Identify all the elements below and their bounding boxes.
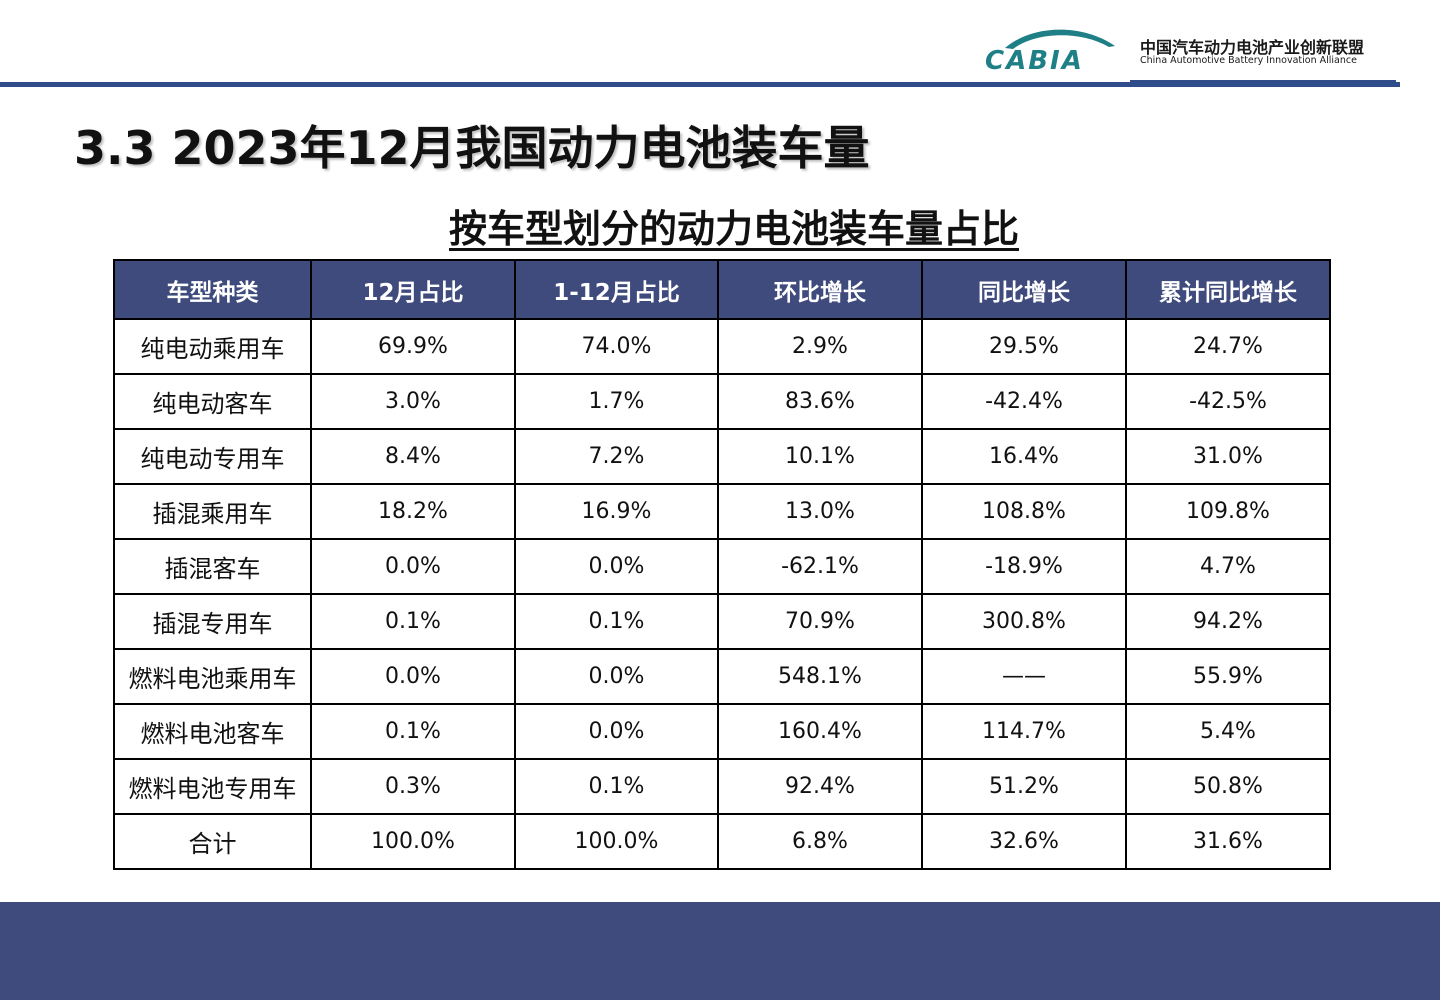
mom-growth-cell: 160.4% <box>717 703 923 760</box>
cumulative-yoy-cell: 4.7% <box>1125 538 1331 595</box>
table-row: 燃料电池乘用车 0.0% 0.0% 548.1% —— 55.9% <box>113 648 1331 705</box>
page-title: 3.3 2023年12月我国动力电池装车量 <box>74 121 870 175</box>
vehicle-type-cell: 纯电动专用车 <box>113 428 312 485</box>
dec-share-cell: 69.9% <box>310 318 516 375</box>
column-header-mom-growth: 环比增长 <box>717 259 923 320</box>
yoy-growth-cell: 32.6% <box>921 813 1127 870</box>
ytd-share-cell: 100.0% <box>514 813 719 870</box>
mom-growth-cell: 83.6% <box>717 373 923 430</box>
yoy-growth-cell: 51.2% <box>921 758 1127 815</box>
vehicle-type-cell: 燃料电池专用车 <box>113 758 312 815</box>
dec-share-cell: 0.1% <box>310 703 516 760</box>
mom-growth-cell: 13.0% <box>717 483 923 540</box>
vehicle-type-cell: 燃料电池客车 <box>113 703 312 760</box>
table-body: 纯电动乘用车 69.9% 74.0% 2.9% 29.5% 24.7% 纯电动客… <box>113 318 1331 870</box>
column-header-vehicle-type: 车型种类 <box>113 259 312 320</box>
column-header-cumulative-yoy: 累计同比增长 <box>1125 259 1331 320</box>
yoy-growth-cell: 108.8% <box>921 483 1127 540</box>
vehicle-type-cell: 燃料电池乘用车 <box>113 648 312 705</box>
yoy-growth-cell: 29.5% <box>921 318 1127 375</box>
table-row: 插混客车 0.0% 0.0% -62.1% -18.9% 4.7% <box>113 538 1331 595</box>
table-title: 按车型划分的动力电池装车量占比 <box>448 207 1019 251</box>
yoy-growth-cell: -18.9% <box>921 538 1127 595</box>
ytd-share-cell: 1.7% <box>514 373 719 430</box>
yoy-growth-cell: 16.4% <box>921 428 1127 485</box>
table-row: 纯电动客车 3.0% 1.7% 83.6% -42.4% -42.5% <box>113 373 1331 430</box>
dec-share-cell: 18.2% <box>310 483 516 540</box>
cumulative-yoy-cell: 24.7% <box>1125 318 1331 375</box>
column-header-dec-share: 12月占比 <box>310 259 516 320</box>
vehicle-type-cell: 插混客车 <box>113 538 312 595</box>
table-row: 插混专用车 0.1% 0.1% 70.9% 300.8% 94.2% <box>113 593 1331 650</box>
dec-share-cell: 3.0% <box>310 373 516 430</box>
org-name-en: China Automotive Battery Innovation Alli… <box>1140 55 1357 66</box>
table-row: 燃料电池专用车 0.3% 0.1% 92.4% 51.2% 50.8% <box>113 758 1331 815</box>
data-table: 车型种类 12月占比 1-12月占比 环比增长 同比增长 累计同比增长 纯电动乘… <box>113 259 1331 870</box>
ytd-share-cell: 0.0% <box>514 538 719 595</box>
header-rule <box>0 82 1400 87</box>
vehicle-type-cell: 纯电动乘用车 <box>113 318 312 375</box>
dec-share-cell: 100.0% <box>310 813 516 870</box>
yoy-growth-cell: 114.7% <box>921 703 1127 760</box>
dec-share-cell: 0.0% <box>310 538 516 595</box>
mom-growth-cell: 6.8% <box>717 813 923 870</box>
table-row: 纯电动专用车 8.4% 7.2% 10.1% 16.4% 31.0% <box>113 428 1331 485</box>
table-row-total: 合计 100.0% 100.0% 6.8% 32.6% 31.6% <box>113 813 1331 870</box>
yoy-growth-cell: 300.8% <box>921 593 1127 650</box>
footer-band <box>0 902 1444 1000</box>
mom-growth-cell: 92.4% <box>717 758 923 815</box>
car-roof-swoosh-icon <box>1005 29 1115 49</box>
header-accent-rule <box>1130 80 1396 82</box>
vehicle-type-cell: 纯电动客车 <box>113 373 312 430</box>
table-header-row: 车型种类 12月占比 1-12月占比 环比增长 同比增长 累计同比增长 <box>113 259 1331 320</box>
ytd-share-cell: 0.0% <box>514 703 719 760</box>
table-row: 纯电动乘用车 69.9% 74.0% 2.9% 29.5% 24.7% <box>113 318 1331 375</box>
cumulative-yoy-cell: 55.9% <box>1125 648 1331 705</box>
dec-share-cell: 0.1% <box>310 593 516 650</box>
org-name-cn: 中国汽车动力电池产业创新联盟 <box>1140 38 1365 57</box>
vehicle-type-cell: 插混乘用车 <box>113 483 312 540</box>
dec-share-cell: 0.3% <box>310 758 516 815</box>
ytd-share-cell: 0.1% <box>514 758 719 815</box>
yoy-growth-cell: —— <box>921 648 1127 705</box>
cumulative-yoy-cell: 94.2% <box>1125 593 1331 650</box>
ytd-share-cell: 0.0% <box>514 648 719 705</box>
cumulative-yoy-cell: 31.0% <box>1125 428 1331 485</box>
cumulative-yoy-cell: 109.8% <box>1125 483 1331 540</box>
column-header-yoy-growth: 同比增长 <box>921 259 1127 320</box>
column-header-ytd-share: 1-12月占比 <box>514 259 719 320</box>
footer-edge <box>1440 902 1444 1000</box>
mom-growth-cell: 2.9% <box>717 318 923 375</box>
mom-growth-cell: 10.1% <box>717 428 923 485</box>
cumulative-yoy-cell: 31.6% <box>1125 813 1331 870</box>
dec-share-cell: 0.0% <box>310 648 516 705</box>
table-row: 插混乘用车 18.2% 16.9% 13.0% 108.8% 109.8% <box>113 483 1331 540</box>
vehicle-type-cell: 插混专用车 <box>113 593 312 650</box>
header: CABIA 中国汽车动力电池产业创新联盟 China Automotive Ba… <box>0 0 1444 90</box>
table-head: 车型种类 12月占比 1-12月占比 环比增长 同比增长 累计同比增长 <box>113 259 1331 320</box>
cabia-logo: CABIA 中国汽车动力电池产业创新联盟 China Automotive Ba… <box>985 24 1395 76</box>
ytd-share-cell: 0.1% <box>514 593 719 650</box>
mom-growth-cell: -62.1% <box>717 538 923 595</box>
cumulative-yoy-cell: 50.8% <box>1125 758 1331 815</box>
ytd-share-cell: 16.9% <box>514 483 719 540</box>
vehicle-type-cell: 合计 <box>113 813 312 870</box>
logo-wordmark: CABIA <box>985 46 1084 76</box>
yoy-growth-cell: -42.4% <box>921 373 1127 430</box>
mom-growth-cell: 548.1% <box>717 648 923 705</box>
table-row: 燃料电池客车 0.1% 0.0% 160.4% 114.7% 5.4% <box>113 703 1331 760</box>
cumulative-yoy-cell: 5.4% <box>1125 703 1331 760</box>
mom-growth-cell: 70.9% <box>717 593 923 650</box>
ytd-share-cell: 74.0% <box>514 318 719 375</box>
cumulative-yoy-cell: -42.5% <box>1125 373 1331 430</box>
dec-share-cell: 8.4% <box>310 428 516 485</box>
ytd-share-cell: 7.2% <box>514 428 719 485</box>
